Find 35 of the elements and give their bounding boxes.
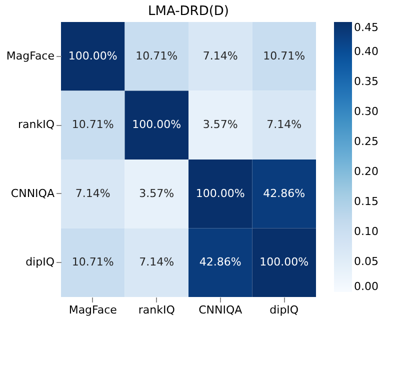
data-label: 7.14% <box>266 118 302 132</box>
data-label: 42.86% <box>199 256 242 269</box>
color-bar-label: 0.05 <box>354 255 378 268</box>
data-label: 10.71% <box>72 256 114 269</box>
color-bar-label: 0.20 <box>354 165 378 178</box>
data-label: 7.14% <box>139 256 174 269</box>
data-label: 10.71% <box>72 118 114 132</box>
color-bar-label: 0.15 <box>354 195 378 208</box>
data-label: 100.00% <box>68 49 118 62</box>
color-bar-label: 0.45 <box>354 21 378 34</box>
color-bar-label: 0.35 <box>354 75 378 88</box>
data-label: 42.86% <box>263 186 306 200</box>
x-tick-label: dipIQ <box>270 304 299 316</box>
x-tick-label: CNNIQA <box>198 304 243 316</box>
color-bar-label: 0.00 <box>354 280 378 293</box>
x-tick-label: MagFace <box>68 304 118 316</box>
data-label: 3.57% <box>202 118 238 132</box>
y-tick-label: MagFace <box>6 49 55 62</box>
data-label: 7.14% <box>202 49 238 62</box>
color-bar-label: 0.10 <box>354 225 378 238</box>
y-tick-label: dipIQ <box>26 256 55 269</box>
color-bar-label: 0.25 <box>354 135 378 148</box>
color-bar-label: 0.30 <box>354 105 378 118</box>
chart-title: LMA-DRD(D) <box>148 4 229 19</box>
data-label: 100.00% <box>132 118 182 132</box>
y-tick-label: rankIQ <box>18 118 55 132</box>
data-label: 3.57% <box>139 186 174 200</box>
data-label: 7.14% <box>75 186 110 200</box>
y-tick-label: CNNIQA <box>10 186 55 200</box>
color-bar-label: 0.40 <box>354 45 378 58</box>
x-tick-label: rankIQ <box>138 304 176 316</box>
data-label: 100.00% <box>196 186 245 200</box>
data-label: 100.00% <box>260 256 309 269</box>
data-label: 10.71% <box>136 49 178 62</box>
data-label: 10.71% <box>263 49 306 62</box>
